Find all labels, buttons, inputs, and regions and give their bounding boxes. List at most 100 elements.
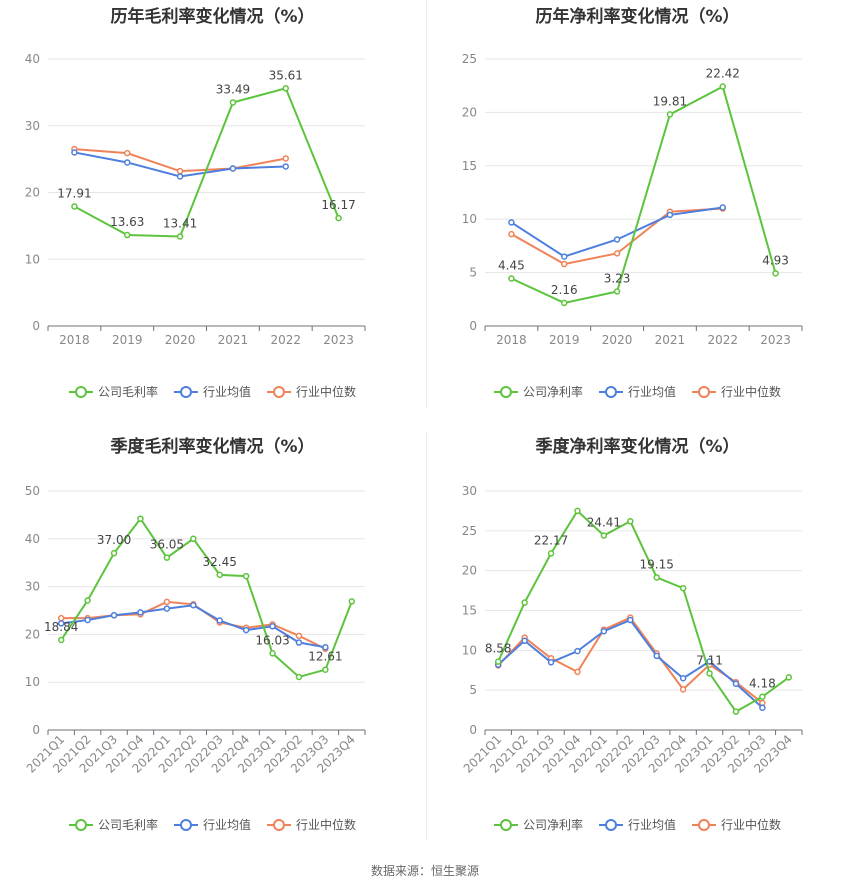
legend-label: 行业中位数 — [721, 385, 782, 399]
legend-label: 行业均值 — [202, 818, 251, 832]
legend-item[interactable]: 行业均值 — [598, 816, 676, 833]
legend-item[interactable]: 行业中位数 — [267, 383, 356, 400]
data-point — [176, 233, 184, 240]
data-label: 19.15 — [640, 557, 674, 571]
data-point — [348, 598, 356, 605]
data-point — [242, 572, 250, 580]
x-tick-label: 2020 — [602, 333, 633, 347]
x-tick-label: 2019 — [549, 333, 580, 347]
chart-svg: 010203040502021Q12021Q22021Q32021Q42022Q… — [24, 484, 366, 776]
panel-divider — [426, 432, 427, 840]
data-point — [574, 507, 581, 515]
y-tick-label: 5 — [469, 683, 477, 697]
data-label: 22.42 — [706, 67, 740, 81]
legend-item[interactable]: 行业均值 — [173, 816, 251, 833]
legend-item[interactable]: 公司毛利率 — [68, 816, 158, 833]
legend-label: 公司净利率 — [522, 385, 583, 399]
series-line — [60, 517, 353, 679]
data-point — [574, 668, 581, 676]
y-tick-label: 0 — [32, 319, 40, 333]
legend-item[interactable]: 行业中位数 — [692, 383, 781, 400]
data-point — [322, 666, 329, 673]
data-label: 3.23 — [604, 272, 631, 286]
y-tick-label: 20 — [25, 627, 40, 641]
data-point — [163, 598, 171, 606]
data-point — [574, 647, 581, 655]
data-point — [269, 650, 276, 657]
y-tick-label: 15 — [462, 159, 477, 173]
chart-legend: 公司毛利率 行业均值 行业中位数 — [0, 816, 425, 833]
data-point — [508, 230, 515, 238]
series-line — [510, 206, 723, 258]
data-point — [71, 149, 78, 156]
series-line — [73, 87, 340, 238]
data-point — [732, 680, 740, 688]
data-label: 33.49 — [216, 82, 250, 96]
data-label: 4.18 — [749, 677, 776, 691]
data-point — [282, 155, 289, 162]
legend-label: 行业中位数 — [721, 818, 782, 832]
chart-panel-quarterly-net-margin: 季度净利率变化情况（%） 0 5 10 15 20 25 30 2021Q1 2021Q2 202… — [425, 430, 850, 850]
legend-marker-icon — [692, 385, 716, 398]
data-label: 13.41 — [163, 216, 197, 230]
legend-item[interactable]: 行业中位数 — [692, 816, 781, 833]
data-point — [110, 549, 118, 557]
data-label: 32.45 — [203, 555, 237, 569]
data-point — [137, 609, 144, 616]
data-label: 2.16 — [551, 283, 578, 297]
legend-label: 行业均值 — [202, 385, 251, 399]
legend-marker-icon — [493, 818, 518, 831]
legend-marker-icon — [173, 818, 198, 831]
data-point — [163, 605, 171, 612]
legend-item[interactable]: 公司毛利率 — [68, 383, 158, 400]
legend-item[interactable]: 行业均值 — [598, 383, 676, 400]
data-point — [521, 599, 528, 606]
data-point — [706, 670, 713, 677]
x-tick-label: 2020 — [165, 333, 196, 347]
data-point — [176, 173, 184, 180]
data-point — [508, 275, 515, 282]
data-label: 4.45 — [498, 258, 525, 272]
data-point — [229, 165, 237, 172]
x-tick-label: 2018 — [59, 333, 90, 347]
data-label: 8.58 — [485, 642, 512, 656]
legend-item[interactable]: 公司净利率 — [493, 383, 583, 400]
data-point — [679, 674, 687, 682]
data-point — [190, 601, 197, 609]
data-point — [772, 270, 779, 277]
data-point — [613, 236, 621, 243]
chart-title: 历年净利率变化情况（%） — [535, 7, 740, 27]
x-tick-label: 2022 — [270, 333, 301, 347]
data-label: 13.63 — [110, 215, 144, 229]
legend-item[interactable]: 行业均值 — [173, 383, 251, 400]
y-tick-label: 5 — [469, 266, 477, 280]
chart-legend: 公司毛利率 行业均值 行业中位数 — [0, 383, 425, 400]
data-label: 7.11 — [696, 653, 723, 667]
data-point — [666, 211, 674, 219]
chart-panel-annual-gross-margin: 历年毛利率变化情况（%） 0 10 20 30 40 2018 2019 2020 2021 20… — [0, 0, 425, 420]
legend-item[interactable]: 行业中位数 — [267, 816, 356, 833]
legend-item[interactable]: 公司净利率 — [493, 816, 583, 833]
legend-marker-icon — [173, 385, 198, 398]
y-tick-label: 30 — [25, 119, 40, 133]
data-point — [124, 231, 131, 239]
chart-legend: 公司净利率 行业均值 行业中位数 — [425, 383, 850, 400]
data-point — [600, 532, 608, 539]
data-point — [216, 571, 223, 579]
data-label: 18.84 — [44, 620, 78, 634]
data-label: 17.91 — [57, 186, 91, 200]
data-label: 12.61 — [308, 650, 342, 664]
data-label: 36.05 — [150, 538, 184, 552]
data-point — [627, 616, 634, 624]
data-point — [613, 288, 621, 295]
legend-marker-icon — [267, 385, 291, 398]
data-point — [229, 99, 237, 106]
legend-marker-icon — [598, 385, 623, 398]
chart-legend: 公司净利率 行业均值 行业中位数 — [425, 816, 850, 833]
data-point — [84, 597, 91, 604]
data-point — [110, 612, 118, 619]
legend-marker-icon — [692, 818, 716, 831]
series-line — [497, 509, 790, 713]
data-point — [269, 623, 276, 630]
data-point — [666, 111, 674, 118]
